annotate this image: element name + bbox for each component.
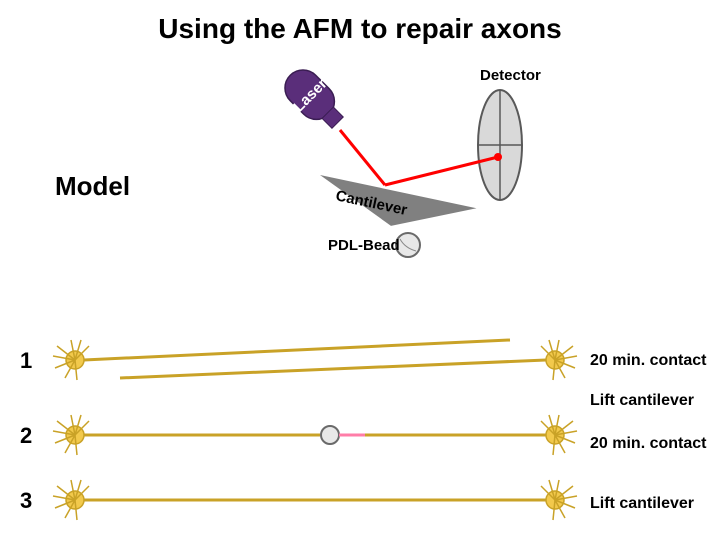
page-title: Using the AFM to repair axons: [158, 13, 561, 44]
model-label: Model: [55, 171, 130, 201]
step-3-caption: Lift cantilever: [590, 495, 694, 512]
step-3-number: 3: [20, 488, 32, 513]
between-1-2-caption: Lift cantilever: [590, 392, 694, 409]
pdl-bead-label: PDL-Bead: [328, 237, 400, 254]
detector-icon: [478, 90, 522, 200]
step-2-number: 2: [20, 423, 32, 448]
step-1-caption: 20 min. contact: [590, 352, 707, 369]
laser-beam-icon: [340, 130, 498, 185]
step-row-1: 1 20 min. contact: [20, 340, 707, 380]
step-row-3: 3 Lift cantilever: [20, 480, 694, 520]
detector-label: Detector: [480, 67, 541, 84]
step-row-2: 2 20 min. contact: [20, 415, 707, 455]
step-2-caption: 20 min. contact: [590, 435, 707, 452]
step-1-number: 1: [20, 348, 32, 373]
